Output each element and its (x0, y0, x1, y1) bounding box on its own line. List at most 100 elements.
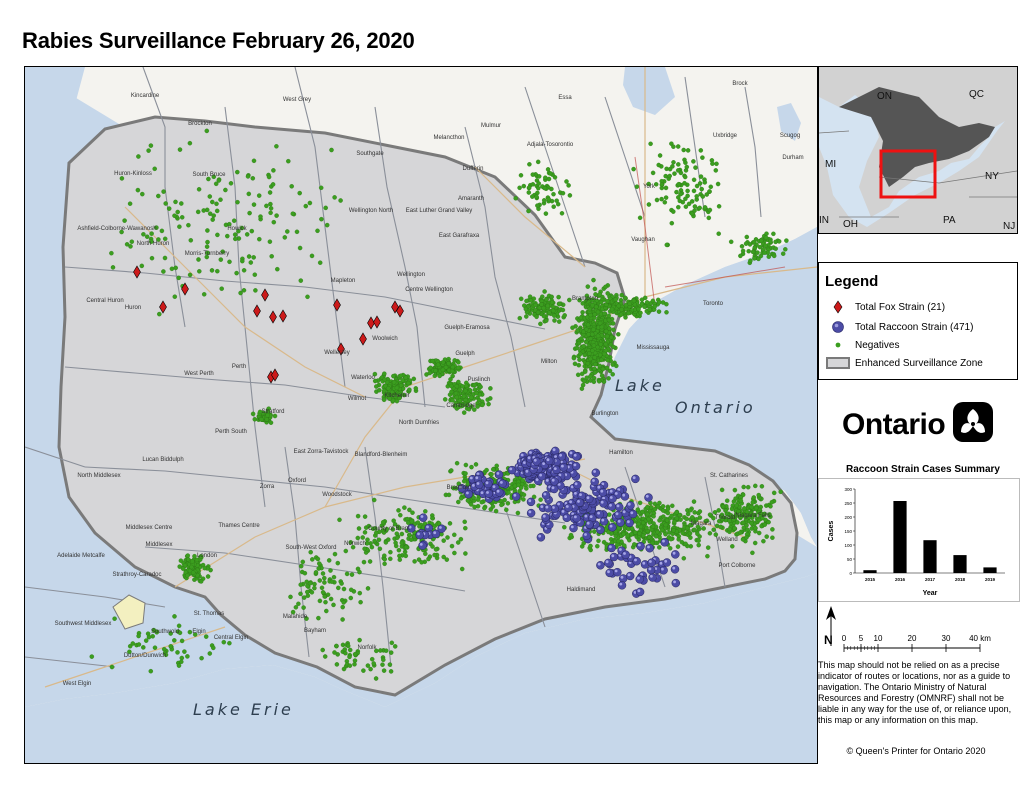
negative-sample-dot (758, 253, 764, 259)
negative-sample-dot (369, 544, 375, 550)
place-label: Centre Wellington (405, 287, 453, 293)
negative-sample-dot (389, 389, 395, 395)
negative-sample-dot (235, 199, 240, 205)
negative-sample-dot (597, 292, 602, 297)
negative-sample-dot (172, 213, 177, 218)
negative-sample-dot (387, 662, 393, 667)
negative-sample-dot (780, 251, 786, 256)
place-label: Niagara (690, 521, 712, 527)
negative-sample-dot (606, 313, 612, 319)
negative-sample-dot (235, 169, 240, 175)
negative-sample-dot (332, 551, 338, 557)
negative-sample-dot (731, 499, 737, 504)
negative-sample-dot (458, 403, 464, 409)
negative-sample-dot (631, 166, 636, 172)
negative-sample-dot (268, 206, 274, 211)
negative-sample-dot (198, 579, 204, 584)
negative-sample-dot (423, 509, 428, 514)
negative-sample-dot (296, 601, 301, 607)
negative-sample-dot (596, 379, 602, 384)
chart-y-tick-label: 50 (847, 557, 853, 562)
negative-sample-dot (411, 376, 417, 382)
place-label: South-West Oxford (286, 545, 337, 551)
negative-sample-dot (462, 401, 468, 406)
negative-sample-dot (341, 600, 346, 605)
negative-sample-dot (750, 550, 755, 556)
negative-sample-dot (407, 507, 412, 513)
negative-sample-dot (677, 512, 683, 518)
negative-sample-dot (518, 173, 524, 178)
negative-sample-dot (322, 654, 328, 659)
negative-sample-dot (528, 483, 533, 489)
place-label: Central Huron (86, 298, 123, 304)
negative-sample-dot (449, 543, 455, 549)
negative-sample-dot (591, 277, 596, 283)
raccoon-case-marker (590, 477, 599, 486)
negative-sample-dot (770, 535, 775, 540)
negative-sample-dot (372, 371, 378, 377)
negative-sample-dot (684, 516, 689, 522)
negative-sample-dot (543, 318, 549, 323)
negative-sample-dot (669, 513, 674, 519)
negative-sample-dot (602, 351, 607, 357)
negative-sample-dot (728, 239, 734, 245)
negative-sample-dot (207, 651, 213, 656)
negative-sample-dot (763, 235, 769, 240)
raccoon-case-marker (625, 571, 635, 581)
negative-sample-dot (445, 535, 450, 540)
place-label: Amaranth (458, 196, 484, 202)
negative-sample-dot (646, 516, 651, 522)
negative-sample-dot (472, 504, 477, 510)
negative-sample-dot (607, 368, 613, 374)
negative-sample-dot (675, 168, 681, 173)
negative-sample-dot (577, 297, 582, 303)
negative-sample-dot (365, 663, 371, 668)
negative-sample-dot (135, 187, 141, 193)
negative-sample-dot (603, 341, 609, 347)
negative-sample-dot (457, 398, 463, 403)
negative-sample-dot (264, 417, 269, 422)
legend-fox-label: Total Fox Strain (21) (855, 301, 946, 313)
legend-row-fox: Total Fox Strain (21) (825, 299, 945, 315)
negative-sample-dot (762, 250, 768, 255)
negative-sample-dot (267, 190, 273, 195)
chart-bar (863, 570, 877, 573)
negative-sample-dot (393, 394, 398, 399)
land-mass (25, 67, 817, 763)
place-label: Adjala-Tosorontio (527, 142, 574, 148)
negative-sample-dot (684, 164, 690, 170)
negative-sample-dot (592, 286, 598, 292)
negative-sample-dot (488, 396, 493, 401)
negative-sample-dot (446, 492, 452, 498)
raccoon-case-marker (620, 492, 630, 501)
ontario-wordmark: Ontario (842, 407, 946, 441)
negative-sample-dot (146, 148, 151, 153)
chart-bar (923, 540, 937, 573)
negative-sample-dot (396, 547, 402, 553)
negative-sample-dot (488, 386, 493, 391)
negative-sample-dot (456, 379, 461, 385)
negative-sample-dot (590, 302, 595, 308)
negative-sample-dot (462, 519, 467, 525)
negative-sample-dot (143, 638, 149, 643)
negative-sample-dot (109, 664, 115, 670)
negative-sample-dot (437, 373, 442, 379)
place-label: Niagara Falls (735, 513, 770, 519)
place-label: Guelph (455, 351, 474, 357)
negative-sample-dot (342, 647, 348, 652)
negative-sample-dot (163, 201, 168, 206)
negative-sample-dot (618, 312, 624, 317)
raccoon-case-marker (662, 558, 672, 567)
negative-sample-dot (676, 204, 681, 210)
negative-sample-dot (724, 498, 730, 503)
negative-sample-dot (381, 388, 387, 394)
main-map[interactable]: Kincardine West Grey Essa Brock Brockton Mulm… (24, 66, 818, 764)
fox-diamond-icon (825, 299, 851, 315)
negative-sample-dot (398, 512, 403, 518)
negative-sample-dot (362, 514, 368, 519)
place-label: Lucan Biddulph (142, 457, 183, 463)
negative-sample-dot (584, 293, 590, 299)
raccoon-case-marker (645, 543, 654, 553)
chart-bar (953, 555, 967, 573)
negative-sample-dot (551, 191, 556, 197)
